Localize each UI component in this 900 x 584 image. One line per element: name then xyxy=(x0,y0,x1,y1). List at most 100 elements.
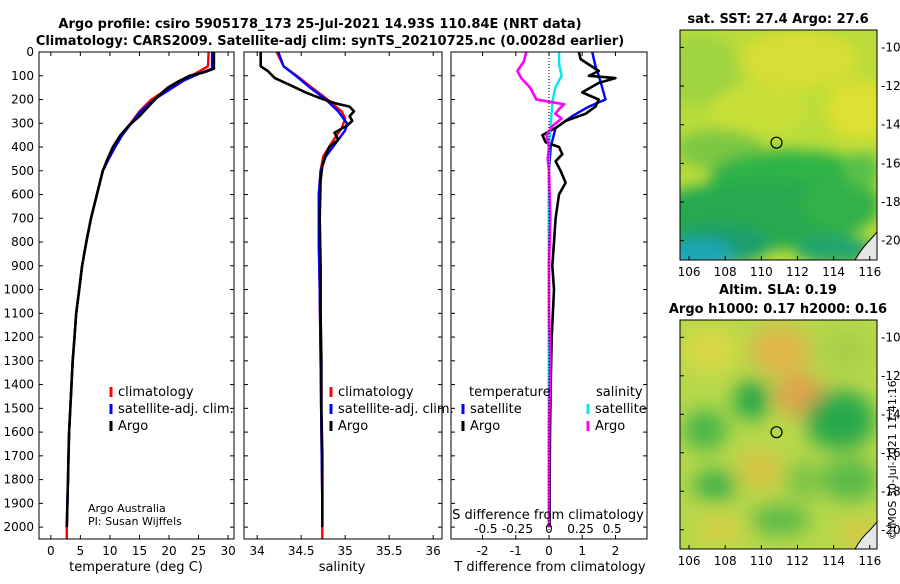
y-tick-label: 1100 xyxy=(3,306,34,320)
lat-tick-label: -18 xyxy=(881,195,900,209)
figure-title-line1: Argo profile: csiro 5905178_173 25-Jul-2… xyxy=(58,17,581,32)
temperature-x-ticks: 0 5 10 15 20 25 30 xyxy=(47,52,236,558)
sla-lat-ticks: -10 -12 -14 -16 -18 -20 xyxy=(680,330,900,537)
sst-map-field xyxy=(680,30,877,260)
legend-satellite-adj: satellite-adj. clim. xyxy=(118,402,234,417)
y-tick-label: 900 xyxy=(11,259,34,273)
figure-title-line2: Climatology: CARS2009. Satellite-adj cli… xyxy=(36,34,624,49)
x-tick-label: 30 xyxy=(220,544,235,558)
legend-t-satellite: satellite xyxy=(470,402,522,417)
legend-s-satellite: satellite xyxy=(595,402,647,417)
lat-tick-label: -16 xyxy=(881,446,900,460)
sla-patches xyxy=(682,325,877,549)
annotation-argo-australia: Argo Australia xyxy=(88,502,166,515)
imos-timestamp-label: ©IMOS 30-Jul-2021 11:41:16 xyxy=(886,380,899,540)
sst-lon-ticks: 106 108 110 112 114 116 xyxy=(678,256,881,279)
legend-climatology: climatology xyxy=(118,385,194,400)
x-tick-label: 34.5 xyxy=(288,544,315,558)
sla-map-subtitle: Argo h1000: 0.17 h2000: 0.16 xyxy=(669,302,887,317)
x-tick-label: 5 xyxy=(77,544,85,558)
y-tick-label: 800 xyxy=(11,235,34,249)
lat-tick-label: -12 xyxy=(881,79,900,93)
sla-map-frame xyxy=(679,319,878,550)
temperature-legend: climatology satellite-adj. clim. Argo xyxy=(109,385,234,434)
series-line-satellite-adj-clim xyxy=(65,52,214,528)
x-tick-label: 25 xyxy=(191,544,206,558)
x-tick-label: 20 xyxy=(161,544,176,558)
lat-tick-label: -10 xyxy=(881,40,900,54)
temperature-series xyxy=(65,51,216,539)
sst-map-title: sat. SST: 27.4 Argo: 27.6 xyxy=(687,12,868,27)
y-tick-label: 1700 xyxy=(3,449,34,463)
sla-lon-ticks: 106 108 110 112 114 116 xyxy=(678,545,881,568)
difference-legend: temperature satellite Argo salinity sate… xyxy=(461,385,647,434)
lat-tick-label: -12 xyxy=(881,369,900,383)
sst-argo-location-marker xyxy=(770,136,783,149)
s-tick-label: 0.25 xyxy=(567,522,594,536)
legend-argo: Argo xyxy=(338,419,368,434)
pressure-y-ticks: 0 100 200 300 400 500 600 700 800 900 1000 1100 1200… xyxy=(3,45,234,534)
lon-tick-label: 110 xyxy=(750,265,773,279)
x-tick-label: 35 xyxy=(338,544,353,558)
legend-argo: Argo xyxy=(118,419,148,434)
sla-map-title: Altim. SLA: 0.19 xyxy=(719,283,837,298)
series-line-satellite-adj-clim xyxy=(277,51,349,528)
temperature-axes-frame xyxy=(38,51,235,540)
lat-tick-label: -18 xyxy=(881,484,900,498)
lat-tick-label: -20 xyxy=(881,523,900,537)
lat-tick-label: -16 xyxy=(881,156,900,170)
legend-climatology: climatology xyxy=(338,385,414,400)
lon-tick-label: 114 xyxy=(822,554,845,568)
y-tick-label: 1000 xyxy=(3,283,34,297)
series-line-climatology xyxy=(65,51,210,539)
y-tick-label: 500 xyxy=(11,164,34,178)
sla-coastline xyxy=(854,521,877,549)
lat-tick-label: -10 xyxy=(881,330,900,344)
lon-tick-label: 106 xyxy=(678,554,701,568)
x-tick-label: -1 xyxy=(510,544,522,558)
sst-lat-ticks: -10 -12 -14 -16 -18 -20 xyxy=(680,40,900,248)
lat-tick-label: -14 xyxy=(881,407,900,421)
lon-tick-label: 112 xyxy=(786,265,809,279)
difference-series xyxy=(516,51,617,528)
s-tick-label: -0.25 xyxy=(502,522,533,536)
salinity-y-tick-marks xyxy=(244,51,442,528)
lat-tick-label: -14 xyxy=(881,118,900,132)
sla-map-field xyxy=(680,320,877,549)
y-tick-label: 400 xyxy=(11,140,34,154)
s-tick-label: -0.5 xyxy=(474,522,497,536)
difference-panel: -2 -1 0 1 2 -0.5 -0.25 0 0.25 0.5 S difference f… xyxy=(450,51,648,575)
x-tick-label: 2 xyxy=(612,544,620,558)
series-line-argo xyxy=(65,52,216,528)
y-tick-label: 2000 xyxy=(3,520,34,534)
x-tick-label: 1 xyxy=(578,544,586,558)
y-tick-label: 300 xyxy=(11,116,34,130)
lon-tick-label: 116 xyxy=(858,554,881,568)
y-tick-label: 1500 xyxy=(3,401,34,415)
y-tick-label: 0 xyxy=(26,45,34,59)
x-tick-label: 0 xyxy=(47,544,55,558)
y-tick-label: 1900 xyxy=(3,496,34,510)
difference-y-tick-marks xyxy=(451,51,647,528)
s-tick-label: 0.5 xyxy=(603,522,622,536)
salinity-axes-frame xyxy=(243,51,443,540)
legend-t-argo: Argo xyxy=(470,419,500,434)
legend-title-salinity: salinity xyxy=(596,385,643,400)
salinity-series xyxy=(259,51,356,539)
lat-tick-label: -20 xyxy=(881,234,900,248)
salinity-panel: 34 34.5 35 35.5 36 salinity climatology sate… xyxy=(243,51,454,575)
annotation-pi-name: PI: Susan Wijffels xyxy=(88,515,182,528)
lon-tick-label: 108 xyxy=(714,554,737,568)
sst-map-frame xyxy=(679,29,878,261)
y-tick-label: 1400 xyxy=(3,378,34,392)
legend-satellite-adj: satellite-adj. clim. xyxy=(338,402,454,417)
s-difference-x-label: S difference from climatology xyxy=(452,508,644,523)
s-difference-x-ticks: -0.5 -0.25 0 0.25 0.5 xyxy=(474,522,621,536)
series-line-s-argo xyxy=(516,51,566,528)
y-tick-label: 600 xyxy=(11,188,34,202)
y-tick-label: 1600 xyxy=(3,425,34,439)
t-difference-x-ticks: -2 -1 0 1 2 xyxy=(477,52,620,558)
salinity-x-ticks: 34 34.5 35 35.5 36 xyxy=(250,52,441,558)
y-tick-label: 200 xyxy=(11,93,34,107)
